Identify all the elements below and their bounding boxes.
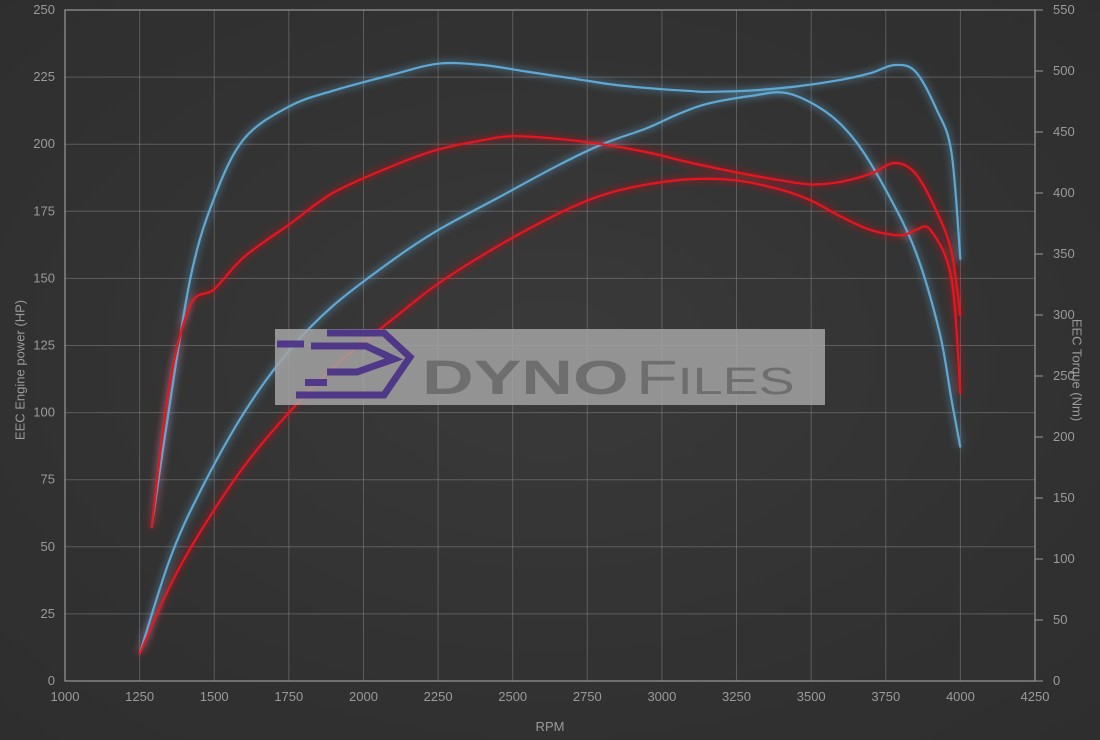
svg-text:4000: 4000 <box>946 689 975 704</box>
svg-text:1000: 1000 <box>51 689 80 704</box>
svg-text:250: 250 <box>33 2 55 17</box>
svg-text:1250: 1250 <box>125 689 154 704</box>
svg-text:0: 0 <box>48 673 55 688</box>
svg-text:175: 175 <box>33 203 55 218</box>
svg-text:100: 100 <box>33 405 55 420</box>
svg-text:2750: 2750 <box>573 689 602 704</box>
svg-text:350: 350 <box>1053 246 1075 261</box>
svg-text:150: 150 <box>33 270 55 285</box>
svg-text:200: 200 <box>33 136 55 151</box>
svg-text:500: 500 <box>1053 63 1075 78</box>
svg-text:4250: 4250 <box>1021 689 1050 704</box>
svg-text:25: 25 <box>41 606 55 621</box>
svg-text:FILES: FILES <box>636 352 795 405</box>
svg-text:2500: 2500 <box>498 689 527 704</box>
svg-text:1750: 1750 <box>274 689 303 704</box>
svg-text:125: 125 <box>33 338 55 353</box>
svg-text:50: 50 <box>41 539 55 554</box>
svg-text:225: 225 <box>33 69 55 84</box>
svg-text:3750: 3750 <box>871 689 900 704</box>
svg-text:3500: 3500 <box>797 689 826 704</box>
svg-text:450: 450 <box>1053 124 1075 139</box>
svg-text:2250: 2250 <box>424 689 453 704</box>
svg-text:DYNO: DYNO <box>422 351 629 405</box>
svg-text:75: 75 <box>41 472 55 487</box>
svg-text:200: 200 <box>1053 429 1075 444</box>
svg-text:100: 100 <box>1053 551 1075 566</box>
svg-text:3000: 3000 <box>647 689 676 704</box>
svg-text:1500: 1500 <box>200 689 229 704</box>
svg-text:2000: 2000 <box>349 689 378 704</box>
svg-text:400: 400 <box>1053 185 1075 200</box>
svg-text:3250: 3250 <box>722 689 751 704</box>
svg-text:0: 0 <box>1053 673 1060 688</box>
svg-text:50: 50 <box>1053 612 1067 627</box>
svg-text:550: 550 <box>1053 2 1075 17</box>
svg-text:150: 150 <box>1053 490 1075 505</box>
